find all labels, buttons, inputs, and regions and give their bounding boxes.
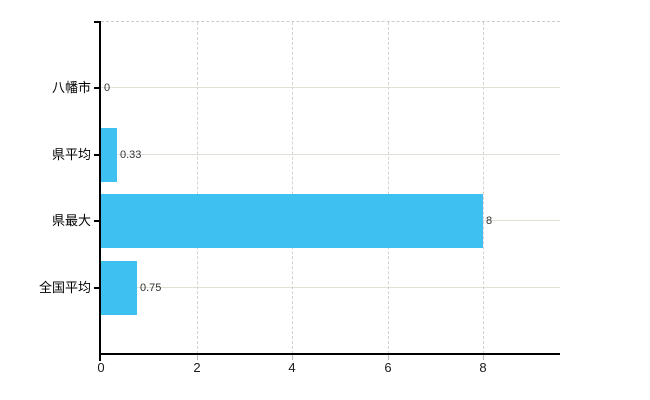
y-axis-tick: [94, 220, 101, 222]
v-gridline: [388, 22, 389, 354]
x-tick-label: 2: [193, 360, 201, 375]
category-label: 県平均: [51, 147, 91, 162]
v-gridline: [197, 22, 198, 354]
category-label: 県最大: [51, 213, 91, 228]
category-label: 八幡市: [51, 80, 91, 95]
category-label: 全国平均: [38, 280, 91, 295]
bar-value-label: 0.33: [120, 149, 142, 161]
bar-value-label: 0.75: [140, 282, 162, 294]
h-gridline: [101, 87, 560, 88]
x-axis: [99, 353, 560, 355]
x-tick-label: 8: [479, 360, 487, 375]
x-tick-label: 6: [384, 360, 392, 375]
x-axis-minor-tick: [388, 355, 389, 360]
bar-value-label: 8: [486, 215, 493, 227]
y-axis-top-tick: [94, 21, 101, 23]
x-axis-minor-tick: [292, 355, 293, 360]
x-axis-minor-tick: [483, 355, 484, 360]
h-gridline: [101, 287, 560, 288]
v-gridline: [292, 22, 293, 354]
y-axis-tick: [94, 154, 101, 156]
bar-value-label: 0: [104, 82, 111, 94]
plot-top-border: [101, 21, 560, 22]
y-axis-tick: [94, 287, 101, 289]
bar: [101, 194, 483, 248]
y-axis-tick: [94, 87, 101, 89]
x-axis-zero-tick: [99, 355, 101, 361]
x-tick-label: 4: [288, 360, 296, 375]
x-axis-minor-tick: [197, 355, 198, 360]
v-gridline: [483, 22, 484, 354]
bar: [101, 128, 117, 182]
h-gridline: [101, 154, 560, 155]
y-axis: [99, 21, 101, 355]
bar: [101, 261, 137, 315]
x-tick-label: 0: [97, 360, 105, 375]
